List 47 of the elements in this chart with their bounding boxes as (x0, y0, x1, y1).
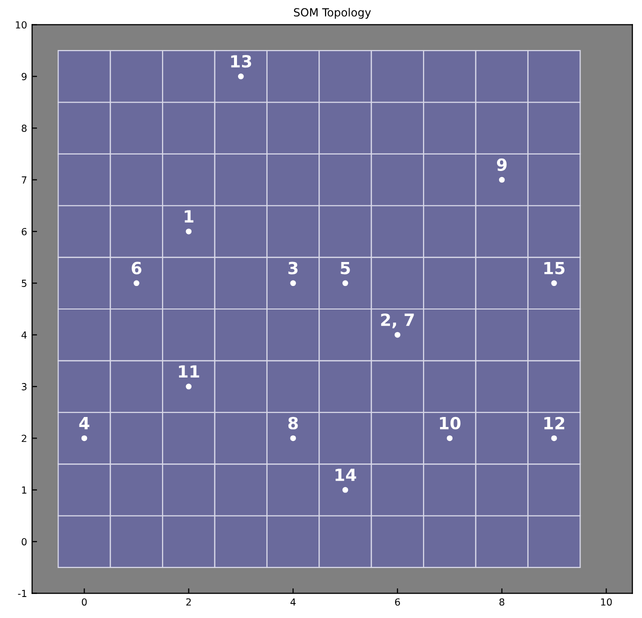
point (394, 332, 400, 338)
x-tick-label: 6 (395, 598, 400, 606)
y-tick-label: 5 (22, 280, 26, 287)
y-tick-label: 8 (22, 124, 27, 132)
point (342, 487, 348, 493)
annotation: 15 (544, 262, 565, 274)
point (81, 435, 88, 442)
y-tick-label: 1 (22, 486, 26, 494)
annotation: 14 (336, 468, 356, 481)
x-tick-label: 2 (186, 598, 191, 606)
point (186, 228, 192, 234)
annotation: 3 (288, 262, 298, 274)
x-tick-label: 4 (290, 598, 296, 606)
point (134, 280, 140, 286)
y-tick-label: 10 (16, 21, 27, 29)
point (290, 435, 296, 442)
annotation: 1 (184, 210, 194, 222)
annotation: 8 (288, 416, 298, 430)
point (551, 280, 557, 286)
point (551, 435, 557, 442)
x-tick-label: 8 (499, 598, 504, 606)
point (446, 435, 453, 442)
annotation: 13 (231, 55, 252, 68)
point (186, 384, 192, 390)
chart-title: SOM Topology (294, 8, 371, 19)
y-tick-label: 3 (22, 383, 26, 390)
y-tick-label: 7 (22, 176, 26, 184)
annotation: 9 (496, 158, 507, 171)
annotation: 2, 7 (381, 313, 414, 328)
y-tick-label: -1 (18, 590, 26, 597)
y-tick-label: 9 (22, 72, 27, 80)
point (238, 74, 244, 80)
y-tick-label: 6 (22, 228, 27, 236)
annotation: 5 (340, 262, 350, 274)
x-tick-label: 10 (601, 598, 612, 606)
annotation: 6 (132, 262, 142, 274)
point (498, 176, 505, 183)
x-tick-label: 0 (82, 598, 87, 606)
annotation: 10 (440, 416, 460, 430)
point (290, 280, 296, 286)
point (342, 280, 348, 286)
y-tick-label: 4 (22, 331, 27, 339)
annotation: 4 (79, 417, 90, 430)
y-tick-label: 0 (22, 538, 27, 546)
annotation: 11 (178, 365, 200, 378)
y-tick-label: 2 (22, 434, 26, 442)
annotation: 12 (544, 416, 564, 430)
